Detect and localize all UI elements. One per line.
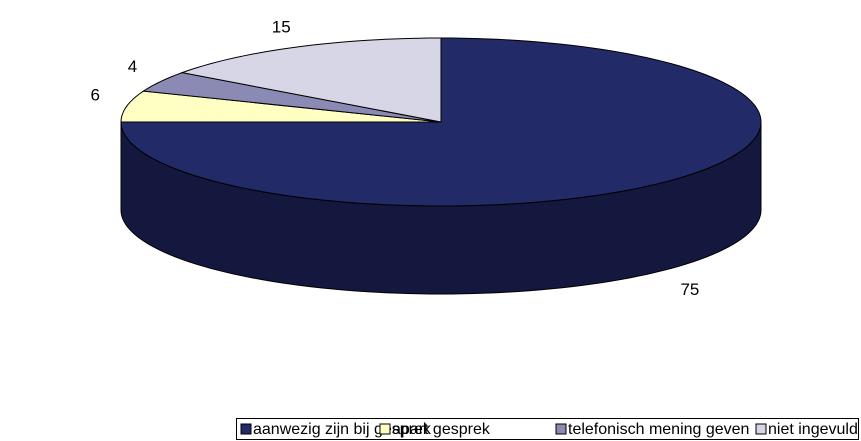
legend-swatch — [379, 423, 391, 435]
legend-box — [236, 418, 859, 440]
legend-label: telefonisch mening geven — [568, 421, 749, 438]
legend-label: niet ingevuld — [768, 421, 858, 438]
legend-swatch — [755, 423, 767, 435]
data-label: 4 — [128, 57, 137, 76]
pie-slice — [120, 90, 442, 123]
data-label: 15 — [272, 17, 291, 36]
data-label: 75 — [680, 280, 699, 299]
pie-slice — [141, 72, 442, 123]
legend-label: apart gesprek — [392, 421, 491, 438]
data-label: 6 — [91, 85, 100, 104]
legend-swatch — [555, 423, 567, 435]
pie-slice — [180, 37, 442, 123]
legend-swatch — [240, 423, 252, 435]
